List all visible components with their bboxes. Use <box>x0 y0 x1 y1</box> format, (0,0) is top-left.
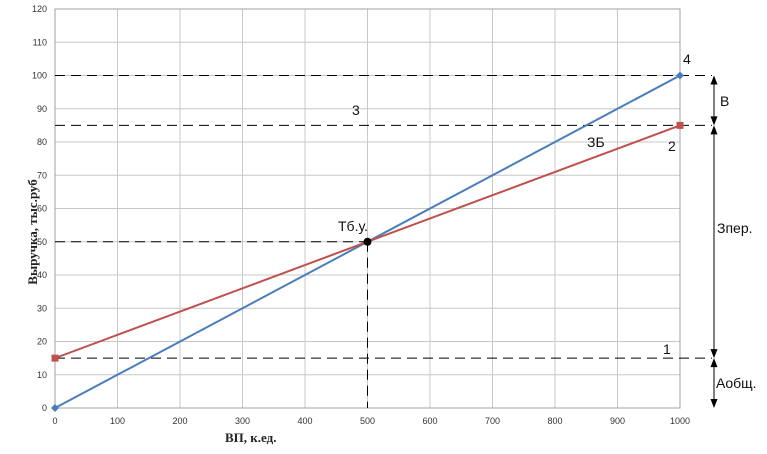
y-tick-label: 60 <box>37 204 47 214</box>
y-tick-label: 90 <box>37 104 47 114</box>
y-tick-label: 120 <box>32 4 47 14</box>
x-tick-label: 300 <box>235 416 250 426</box>
break-even-point <box>363 237 372 246</box>
zper-arrow-head-top <box>710 125 718 135</box>
x-tick-label: 200 <box>172 416 187 426</box>
v-label: В <box>720 93 729 109</box>
x-tick-label: 100 <box>110 416 125 426</box>
x-tick-label: 800 <box>547 416 562 426</box>
v-arrow-head-bottom <box>710 116 718 126</box>
x-tick-label: 600 <box>422 416 437 426</box>
x-tick-label: 1000 <box>670 416 690 426</box>
y-tick-label: 0 <box>42 403 47 413</box>
aobsch-arrow-head-bottom <box>710 399 718 408</box>
gridlines <box>54 8 681 409</box>
line-3-label: 3 <box>352 102 360 118</box>
x-tick-label: 500 <box>360 416 375 426</box>
break-even-label: Тб.у. <box>338 218 368 234</box>
zb-label: ЗБ <box>587 134 605 150</box>
dimension-arrows <box>710 75 718 408</box>
y-tick-label: 80 <box>37 137 47 147</box>
x-tick-label: 400 <box>297 416 312 426</box>
zper-label: Зпер. <box>717 220 753 236</box>
series-lines <box>51 71 684 412</box>
y-tick-label: 40 <box>37 270 47 280</box>
y-tick-label: 110 <box>33 37 47 47</box>
x-tick-label: 900 <box>610 416 625 426</box>
y-tick-label: 70 <box>37 170 47 180</box>
line-1-label: 1 <box>663 341 671 357</box>
y-tick-label: 100 <box>32 71 47 81</box>
aobsch-label: Аобщ. <box>716 375 757 391</box>
zper-arrow-head-bottom <box>710 349 718 359</box>
y-tick-label: 20 <box>37 337 47 347</box>
y-tick-label: 50 <box>37 237 47 247</box>
reference-lines <box>55 75 712 408</box>
x-axis-title: ВП, к.ед. <box>225 430 276 445</box>
line-4-label: 4 <box>683 51 691 67</box>
x-tick-label: 700 <box>485 416 500 426</box>
v-arrow-head-top <box>710 75 718 85</box>
y-tick-label: 10 <box>37 370 47 380</box>
series-2-point <box>676 121 684 129</box>
line-2-label: 2 <box>668 138 676 154</box>
series-1-point <box>51 404 59 412</box>
series-1-point <box>676 71 684 80</box>
x-tick-label: 0 <box>52 416 57 426</box>
series-2-point <box>51 354 59 362</box>
aobsch-arrow-head-top <box>710 358 718 368</box>
tick-labels: 0 100 200 300 400 500 600 700 800 900 1000 0 10 20 30 4… <box>32 4 690 426</box>
y-axis-title: Выручка, тыс.руб <box>25 179 40 285</box>
y-tick-label: 30 <box>37 303 47 313</box>
